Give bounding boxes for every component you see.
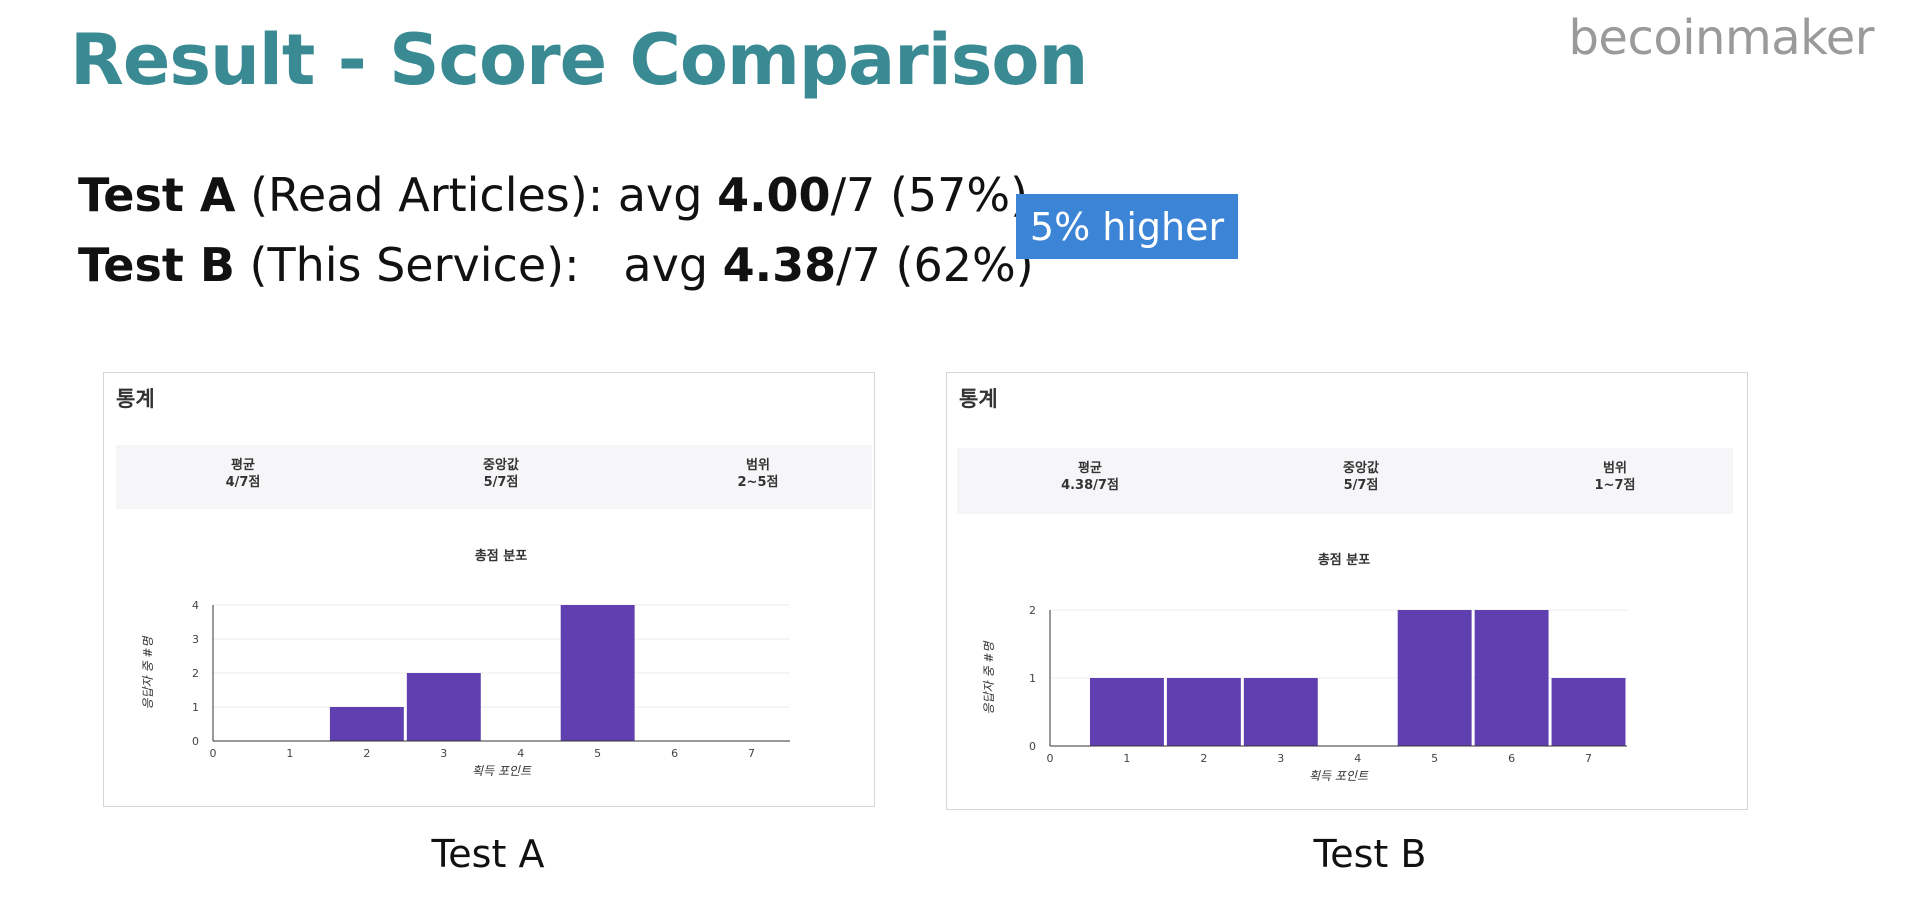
panel-heading: 통계 [116, 387, 155, 411]
test-a-avg: 4.00 [717, 168, 831, 222]
bar-2 [329, 707, 404, 741]
stat-median: 중앙값 5/7점 [421, 457, 581, 491]
bar-3 [1243, 678, 1318, 746]
stat-range: 범위 1~7점 [1535, 460, 1695, 494]
x-tick-label: 7 [748, 747, 755, 760]
bar-2 [1166, 678, 1241, 746]
difference-badge: 5% higher [1016, 194, 1238, 259]
x-tick-label: 5 [1431, 752, 1438, 765]
stats-summary-band: 평균 4.38/7점 중앙값 5/7점 범위 1~7점 [957, 448, 1733, 514]
test-b-desc: (This Service): avg [234, 238, 723, 292]
x-tick-label: 7 [1585, 752, 1592, 765]
y-tick-label: 0 [192, 735, 199, 748]
test-b-name: Test B [78, 238, 235, 292]
stats-summary-band: 평균 4/7점 중앙값 5/7점 범위 2~5점 [116, 445, 872, 509]
histogram-chart-test-b: 0 1 2 0 1 2 3 4 5 6 7 획득 포인트 응답자 중 #명 [982, 604, 1627, 783]
score-summary: Test A (Read Articles): avg 4.00/7 (57%)… [78, 160, 1034, 300]
x-tick-label: 0 [210, 747, 217, 760]
stats-panel-test-b: 통계 평균 4.38/7점 중앙값 5/7점 범위 1~7점 총점 분포 0 1 2… [946, 372, 1748, 810]
stat-median-label: 중앙값 [1343, 461, 1379, 476]
x-tick-label: 1 [1123, 752, 1130, 765]
x-tick-label: 1 [286, 747, 293, 760]
test-a-desc: (Read Articles): avg [235, 168, 718, 222]
x-tick-label: 3 [1277, 752, 1284, 765]
slide-title: Result - Score Comparison [70, 19, 1088, 101]
stat-range-value: 1~7점 [1594, 478, 1636, 493]
stat-mean-value: 4.38/7점 [1061, 478, 1119, 493]
test-b-rest: /7 (62%) [836, 238, 1034, 292]
summary-test-a: Test A (Read Articles): avg 4.00/7 (57%) [78, 160, 1034, 230]
stat-mean-value: 4/7점 [225, 475, 261, 490]
stat-mean: 평균 4/7점 [163, 457, 323, 491]
y-axis-label: 응답자 중 #명 [982, 640, 996, 715]
histogram-chart-test-a: 0 1 2 3 4 0 1 2 3 4 5 6 7 획득 포인트 응답자 중 #명 [141, 599, 790, 778]
stat-mean: 평균 4.38/7점 [1010, 460, 1170, 494]
bar-5 [560, 605, 635, 741]
stat-mean-label: 평균 [231, 458, 255, 473]
y-tick-label: 4 [192, 599, 199, 612]
stat-median-label: 중앙값 [483, 458, 519, 473]
test-a-rest: /7 (57%) [830, 168, 1029, 222]
test-a-name: Test A [78, 168, 236, 222]
x-tick-label: 2 [363, 747, 370, 760]
x-tick-label: 2 [1200, 752, 1207, 765]
bar-5 [1397, 610, 1472, 746]
x-tick-label: 4 [517, 747, 524, 760]
x-tick-label: 3 [440, 747, 447, 760]
stat-median-value: 5/7점 [1343, 478, 1379, 493]
y-tick-label: 2 [192, 667, 199, 680]
y-tick-label: 0 [1029, 740, 1036, 753]
caption-test-b: Test B [1313, 832, 1427, 876]
stat-range: 범위 2~5점 [678, 457, 838, 491]
panel-heading: 통계 [959, 387, 998, 411]
stat-median-value: 5/7점 [483, 475, 519, 490]
caption-test-a: Test A [431, 832, 545, 876]
chart-title: 총점 분포 [474, 549, 528, 564]
bar-1 [1089, 678, 1164, 746]
chart-title: 총점 분포 [1317, 553, 1371, 568]
x-tick-label: 0 [1047, 752, 1054, 765]
y-tick-label: 2 [1029, 604, 1036, 617]
x-axis-label: 획득 포인트 [472, 764, 532, 778]
x-tick-label: 4 [1354, 752, 1361, 765]
stat-median: 중앙값 5/7점 [1281, 460, 1441, 494]
stat-range-value: 2~5점 [737, 475, 779, 490]
x-tick-label: 5 [594, 747, 601, 760]
brand-logo: becoinmaker [1568, 10, 1874, 66]
y-tick-label: 1 [192, 701, 199, 714]
y-tick-label: 1 [1029, 672, 1036, 685]
test-b-avg: 4.38 [722, 238, 837, 292]
stat-mean-label: 평균 [1078, 461, 1102, 476]
bar-6 [1474, 610, 1549, 746]
summary-test-b: Test B (This Service): avg 4.38/7 (62%) [78, 230, 1034, 300]
y-tick-label: 3 [192, 633, 199, 646]
x-axis-label: 획득 포인트 [1309, 769, 1369, 783]
bar-7 [1551, 678, 1626, 746]
stat-range-label: 범위 [1603, 461, 1627, 476]
bar-3 [406, 673, 481, 741]
y-axis-label: 응답자 중 #명 [141, 635, 155, 710]
x-tick-label: 6 [671, 747, 678, 760]
x-tick-label: 6 [1508, 752, 1515, 765]
stat-range-label: 범위 [746, 458, 770, 473]
